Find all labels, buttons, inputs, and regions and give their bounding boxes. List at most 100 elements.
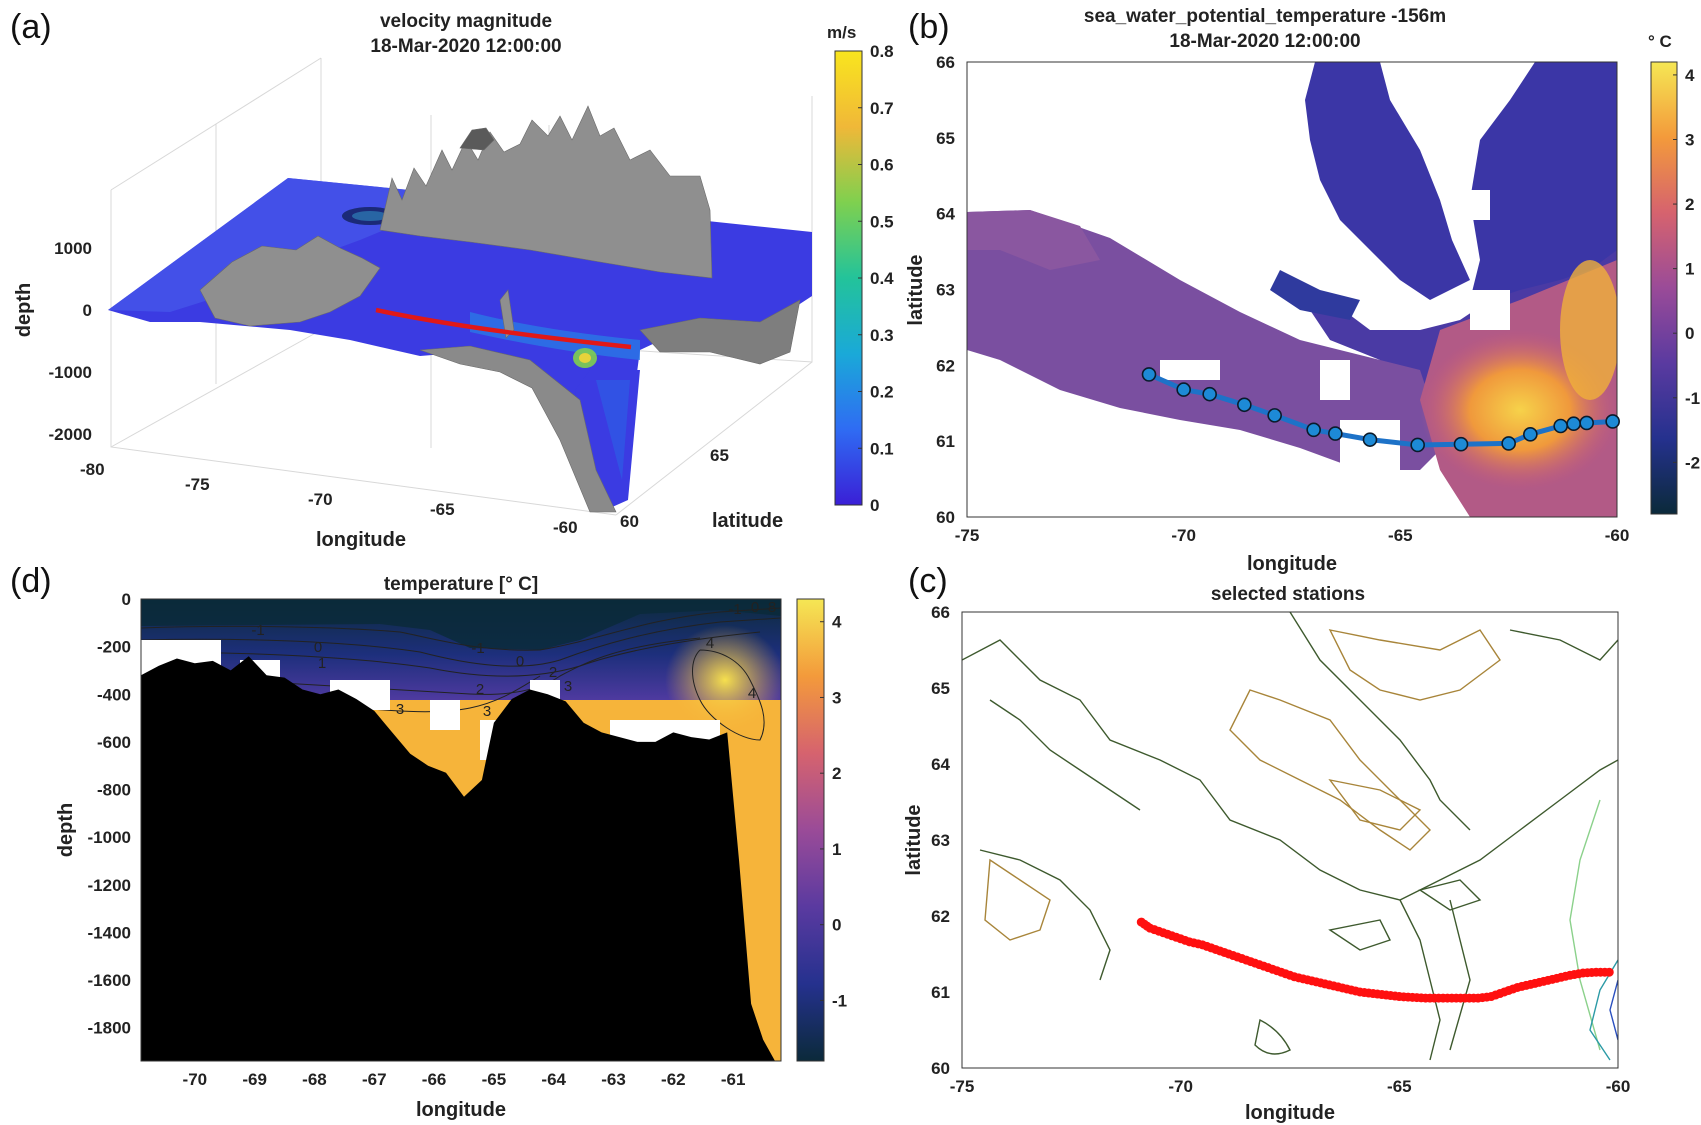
contour-label: 3 <box>483 703 491 720</box>
panel-a-lattick: 60 <box>620 512 639 531</box>
panel-b-xtick: -65 <box>1388 526 1413 545</box>
panel-b-xtick: -70 <box>1171 526 1196 545</box>
colorbar-tick-label: 2 <box>1685 195 1694 214</box>
colorbar-tick-label: 2 <box>832 764 841 783</box>
station-point <box>1579 415 1594 431</box>
panel-b-ytick: 64 <box>936 205 955 224</box>
station-point <box>1453 436 1469 452</box>
panel-d-ytick: 0 <box>122 590 131 609</box>
station-point <box>1306 422 1321 438</box>
panel-d-ytick: -400 <box>97 685 131 704</box>
panel-a-ytick: -1000 <box>49 363 92 382</box>
panel-a-lat-axis: 60 65 latitude <box>620 446 783 532</box>
panel-a-ytick: -2000 <box>49 425 92 444</box>
panel-d-xtick: -64 <box>541 1070 566 1089</box>
panel-d-ylabel: depth <box>55 803 77 857</box>
panel-d-xtick: -62 <box>661 1070 686 1089</box>
station-point <box>1566 416 1581 432</box>
panel-c-ytick: 63 <box>931 831 950 850</box>
panel-c-stations <box>1136 917 1614 1003</box>
panel-a-colorbar-unit: m/s <box>827 23 856 42</box>
panel-d-section <box>141 599 781 1061</box>
panel-a: (a) velocity magnitude 18-Mar-2020 12:00… <box>10 8 894 551</box>
panel-a-section-line <box>375 307 632 350</box>
station-point <box>1328 426 1343 441</box>
panel-b-label: (b) <box>908 8 950 46</box>
colorbar-tick-label: 0 <box>1685 324 1694 343</box>
panel-c-coastlines <box>962 612 1618 1061</box>
colorbar-tick-label: 0.6 <box>870 156 894 175</box>
panel-b-plot-frame <box>966 61 1618 518</box>
contour-line <box>141 631 761 677</box>
colorbar-tick-label: 0 <box>832 916 841 935</box>
station-point <box>1202 386 1217 402</box>
station-point <box>1410 437 1425 453</box>
panel-b-ytick: 63 <box>936 281 955 300</box>
panel-c-xtick: -65 <box>1387 1077 1412 1096</box>
colorbar-tick-label: -2 <box>1685 453 1700 472</box>
panel-d-xtick: -66 <box>422 1070 447 1089</box>
panel-c-ytick: 61 <box>931 983 950 1002</box>
panel-b-ylabel: latitude <box>905 254 927 325</box>
colorbar-tick-label: 0.5 <box>870 212 894 231</box>
panel-a-title-line2: 18-Mar-2020 12:00:00 <box>370 36 561 57</box>
station-point <box>1176 382 1191 397</box>
contour-label: 2 <box>476 681 484 698</box>
panel-a-colorbar: m/s 0 0.1 0.2 0.3 0.4 0.5 0.6 0.7 0.8 <box>827 23 894 515</box>
panel-a-ylabel: depth <box>13 283 35 337</box>
panel-b-map <box>967 62 1617 517</box>
panel-c-xtick: -70 <box>1168 1077 1193 1096</box>
panel-d-xtick: -65 <box>482 1070 507 1089</box>
contour-line <box>141 617 781 667</box>
panel-b-xtick: -60 <box>1605 526 1630 545</box>
panel-a-xtick: -60 <box>553 518 578 537</box>
contour-label: -1 <box>728 601 741 618</box>
panel-c-xtick: -75 <box>950 1077 975 1096</box>
colorbar-tick-label: 4 <box>1685 66 1695 85</box>
panel-d-xtick: -69 <box>242 1070 267 1089</box>
contour-label: 4 <box>706 635 714 652</box>
panel-c-ytick: 65 <box>931 679 950 698</box>
panel-c-ytick: 64 <box>931 755 950 774</box>
panel-c-title: selected stations <box>1211 584 1365 605</box>
panel-a-ytick: 0 <box>83 301 92 320</box>
station-point <box>1362 432 1378 447</box>
selected-station <box>1604 967 1614 977</box>
contour-label: 4 <box>748 685 756 702</box>
panel-d-colorbar: 4 3 2 1 0 -1 <box>796 598 847 1062</box>
panel-b-colorbar: ° C 4 3 2 1 0 -1 -2 <box>1648 32 1700 515</box>
contour-label: -1 <box>251 622 264 639</box>
panel-c-plot-frame <box>961 611 1619 1069</box>
panel-a-label: (a) <box>10 8 52 46</box>
station-point <box>1141 367 1157 382</box>
station-point <box>1237 397 1252 413</box>
panel-d-xlabel: longitude <box>416 1099 506 1121</box>
colorbar-tick-label: 3 <box>832 688 841 707</box>
colorbar-tick-label: 0.2 <box>870 383 894 402</box>
contour-label: 0 <box>516 653 524 670</box>
panel-d-ytick: -800 <box>97 781 131 800</box>
panel-b-colorbar-unit: ° C <box>1648 32 1672 51</box>
panel-c-xlabel: longitude <box>1245 1102 1335 1124</box>
panel-d-ytick: -1800 <box>88 1019 131 1038</box>
panel-c-ylabel: latitude <box>903 804 925 875</box>
panel-d-ytick: -200 <box>97 638 131 657</box>
panel-d-ytick: -1200 <box>88 876 131 895</box>
station-point <box>1523 427 1538 442</box>
panel-d-xtick: -70 <box>183 1070 208 1089</box>
contour-label: -1 <box>471 640 484 657</box>
contour-line <box>349 675 541 713</box>
colorbar-tick-label: 0.4 <box>870 269 894 288</box>
colorbar-tick-label: 4 <box>832 613 842 632</box>
contour-label: 3 <box>564 678 572 695</box>
panel-d-axes: -70 -69 -68 -67 -66 -65 -64 -63 -62 -61 0 -200 -400… <box>55 590 745 1121</box>
panel-d-bathymetry <box>141 656 781 1061</box>
contour-label: 8 <box>768 599 776 616</box>
panel-d-ytick: -1400 <box>88 923 131 942</box>
panel-c-xtick: -60 <box>1606 1077 1631 1096</box>
station-point <box>1605 414 1620 429</box>
panel-a-lattick: 65 <box>710 446 729 465</box>
panel-a-xtick: -65 <box>430 500 455 519</box>
station-point <box>1501 436 1516 451</box>
